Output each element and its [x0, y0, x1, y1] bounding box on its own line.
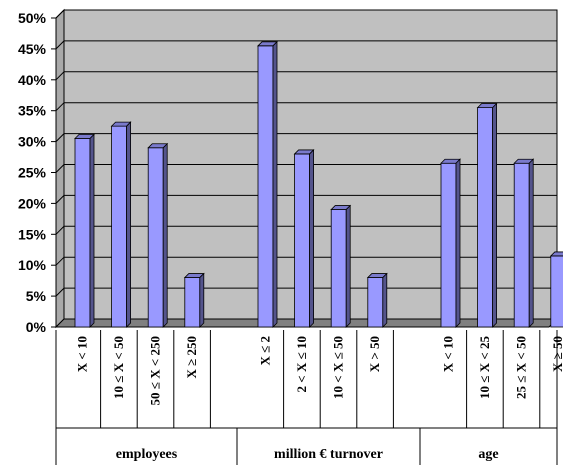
gridline	[55, 40, 557, 50]
bar-side	[382, 272, 388, 328]
group-label: age	[478, 447, 498, 462]
bar-front	[440, 162, 457, 328]
category-label: X < 10	[74, 336, 89, 372]
gridline	[55, 287, 557, 297]
y-tick-label: 0%	[26, 319, 47, 335]
gridline	[55, 102, 557, 112]
bar-side	[528, 158, 534, 328]
bar	[476, 102, 498, 328]
gridline	[55, 71, 557, 81]
bar-front	[147, 147, 164, 328]
bar-front	[550, 255, 563, 328]
bar-side	[309, 148, 315, 328]
y-tick-label: 5%	[26, 288, 47, 304]
category-label: 2 < X ≤ 10	[294, 336, 309, 392]
y-tick-label: 10%	[18, 257, 47, 273]
category-label: 50 ≤ X < 250	[148, 336, 163, 405]
group-label: million € turnover	[274, 447, 383, 462]
bar-side	[455, 158, 461, 328]
category-label: 10 ≤ X < 25	[477, 336, 492, 399]
bar-front	[330, 209, 347, 328]
gridline	[55, 225, 557, 235]
bar-side	[89, 133, 95, 328]
category-label: X ≥ 250	[184, 336, 199, 379]
gridline	[55, 256, 557, 266]
bar-side	[272, 40, 278, 328]
bar	[110, 121, 132, 328]
bar	[147, 142, 169, 328]
bar-side	[126, 121, 132, 328]
gridline	[55, 133, 557, 142]
category-label: 10 < X ≤ 50	[331, 336, 346, 399]
gridline	[55, 164, 557, 173]
bar-side	[162, 142, 168, 328]
bar-front	[74, 138, 91, 328]
bar	[74, 133, 95, 328]
category-label: X ≤ 2	[257, 336, 272, 366]
bar-front	[294, 153, 311, 328]
y-axis-ticks: 0% 5% 10% 15% 20% 25% 30% 35% 40% 45% 50%	[18, 10, 57, 335]
category-label: X > 50	[367, 336, 382, 372]
y-tick-label: 20%	[18, 195, 47, 211]
group-label: employees	[116, 447, 178, 462]
y-tick-label: 15%	[18, 226, 47, 242]
bar	[183, 272, 205, 328]
bar-front	[513, 162, 530, 328]
y-tick-label: 35%	[18, 103, 47, 119]
category-label: X < 10	[440, 336, 455, 372]
bar	[257, 40, 278, 328]
bar-front	[111, 125, 127, 328]
y-tick-label: 50%	[18, 10, 47, 26]
y-tick-label: 30%	[18, 134, 47, 150]
bar	[293, 148, 315, 328]
bar-side	[345, 204, 351, 328]
gridline	[55, 9, 557, 19]
category-label: 10 ≤ X < 50	[111, 336, 126, 399]
bar	[440, 158, 461, 328]
bar-front	[367, 277, 384, 328]
category-table: X < 10 10 ≤ X < 50 50 ≤ X < 250 X ≥ 250 empl…	[55, 330, 563, 465]
bar-front	[257, 45, 274, 328]
bar	[549, 251, 563, 328]
bar	[366, 272, 388, 328]
gridline	[55, 194, 557, 204]
bar	[513, 158, 535, 328]
bar-top	[549, 251, 563, 257]
y-tick-label: 25%	[18, 165, 47, 181]
bars	[74, 40, 563, 328]
bar-front	[184, 277, 201, 328]
bar	[330, 204, 352, 328]
bar-front	[477, 107, 494, 328]
category-label: 25 ≤ X < 50	[514, 336, 529, 399]
y-tick-label: 45%	[18, 41, 47, 57]
y-tick-label: 40%	[18, 72, 47, 88]
bar-side	[492, 102, 498, 328]
bar-side	[199, 272, 205, 328]
